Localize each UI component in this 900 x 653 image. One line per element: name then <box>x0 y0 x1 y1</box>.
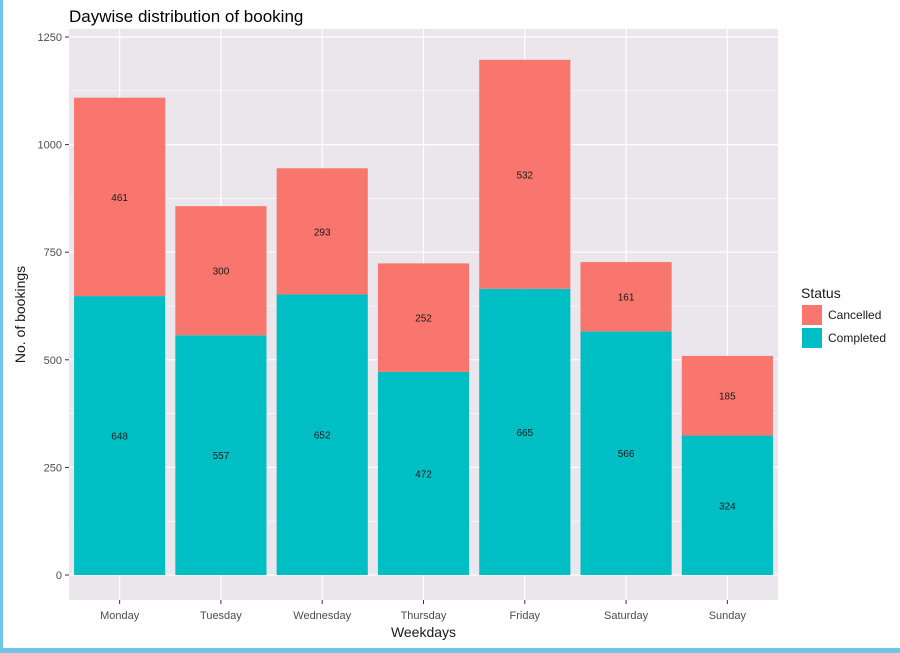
legend-label-cancelled: Cancelled <box>828 308 881 322</box>
legend-title: Status <box>801 285 841 301</box>
bar-label-completed: 566 <box>618 449 635 460</box>
y-tick-label: 500 <box>44 355 62 367</box>
bar-completed-saturday <box>580 331 672 575</box>
bar-cancelled-friday <box>479 59 571 289</box>
bar-cancelled-monday <box>74 97 166 297</box>
x-tick-label: Tuesday <box>200 610 242 622</box>
x-tick-label: Thursday <box>401 610 447 622</box>
x-tick-label: Wednesday <box>293 610 351 622</box>
bar-cancelled-sunday <box>681 355 773 436</box>
bar-completed-wednesday <box>276 294 368 575</box>
bar-label-completed: 648 <box>111 432 128 443</box>
bar-label-cancelled: 461 <box>111 193 128 204</box>
bar-label-completed: 324 <box>719 501 736 512</box>
bar-cancelled-thursday <box>377 263 470 372</box>
bars <box>74 59 773 575</box>
bar-completed-thursday <box>377 371 470 575</box>
bar-label-cancelled: 293 <box>314 227 331 238</box>
y-tick-label: 750 <box>44 247 62 259</box>
bar-labels: 648 461 557 300 652 293 472 252 665 532 566 161 324 1… <box>111 170 736 512</box>
bar-label-cancelled: 252 <box>415 314 432 325</box>
bar-label-completed: 557 <box>213 451 230 462</box>
chart-title: Daywise distribution of booking <box>69 7 303 26</box>
bar-label-cancelled: 161 <box>618 293 635 304</box>
x-tick-label: Saturday <box>604 610 649 622</box>
bar-completed-monday <box>74 296 166 575</box>
legend-label-completed: Completed <box>828 331 886 345</box>
y-tick-label: 1250 <box>38 32 62 44</box>
chart: Daywise distribution of booking 0 250 500 7… <box>12 7 886 640</box>
bar-label-completed: 665 <box>516 428 533 439</box>
bar-label-cancelled: 185 <box>719 392 736 403</box>
y-tick-label: 0 <box>56 570 62 582</box>
legend: Status Cancelled Completed <box>801 285 886 348</box>
x-axis: Monday Tuesday Wednesday Thursday Friday Satu… <box>100 600 747 622</box>
legend-key-cancelled <box>802 305 822 325</box>
bar-completed-friday <box>479 288 571 575</box>
x-tick-label: Monday <box>100 610 140 622</box>
bar-cancelled-tuesday <box>175 206 267 336</box>
bar-cancelled-saturday <box>580 262 672 332</box>
bar-cancelled-wednesday <box>276 168 368 295</box>
x-tick-label: Sunday <box>709 610 747 622</box>
bar-label-cancelled: 532 <box>516 170 533 181</box>
bar-completed-sunday <box>681 435 773 575</box>
x-axis-title: Weekdays <box>391 624 456 640</box>
bar-label-cancelled: 300 <box>213 267 230 278</box>
y-axis-title: No. of bookings <box>12 266 28 363</box>
x-tick-label: Friday <box>510 610 541 622</box>
y-tick-label: 1000 <box>38 140 62 152</box>
y-axis: 0 250 500 750 1000 1250 <box>38 32 69 582</box>
bar-label-completed: 472 <box>415 469 432 480</box>
legend-key-completed <box>802 328 822 348</box>
bar-completed-tuesday <box>175 335 267 575</box>
bar-label-completed: 652 <box>314 431 331 442</box>
y-tick-label: 250 <box>44 462 62 474</box>
